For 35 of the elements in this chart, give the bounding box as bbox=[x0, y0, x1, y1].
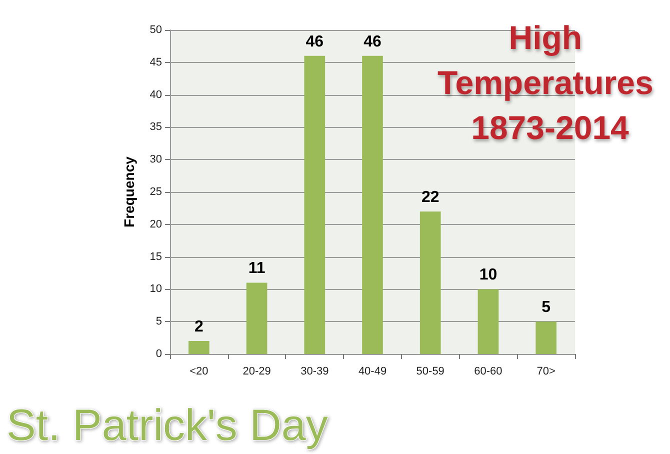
data-label: 22 bbox=[421, 188, 440, 206]
bar bbox=[362, 56, 383, 354]
x-tick-label: 20-29 bbox=[242, 366, 271, 378]
y-tick-label: 5 bbox=[156, 316, 162, 328]
y-axis-title: Frequency bbox=[121, 156, 137, 228]
y-tick-label: 25 bbox=[150, 186, 162, 198]
bar bbox=[420, 211, 441, 354]
x-tick-label: 50-59 bbox=[416, 366, 444, 378]
data-label: 46 bbox=[364, 33, 382, 50]
x-tick-label: 30-39 bbox=[300, 366, 329, 378]
x-tick-label: <20 bbox=[190, 366, 208, 378]
y-tick-label: 15 bbox=[150, 250, 162, 263]
y-tick-label: 0 bbox=[156, 348, 162, 360]
y-tick-label: 50 bbox=[150, 24, 162, 36]
data-label: 11 bbox=[248, 260, 266, 278]
bar bbox=[188, 341, 210, 354]
bar bbox=[536, 322, 556, 354]
y-tick-label: 35 bbox=[150, 121, 162, 134]
data-label: 46 bbox=[306, 33, 324, 50]
text: St. Patrick's Day bbox=[6, 401, 328, 450]
y-tick-label: 40 bbox=[150, 88, 162, 101]
data-label: 10 bbox=[479, 266, 498, 284]
y-tick-label: 45 bbox=[150, 56, 162, 68]
y-tick-label: 20 bbox=[150, 218, 162, 230]
bar bbox=[304, 56, 326, 354]
x-tick-label: 60-60 bbox=[474, 366, 502, 378]
x-tick-label: 40-49 bbox=[358, 366, 387, 378]
text: High Temperatures 1873-2014 bbox=[438, 19, 662, 146]
bar bbox=[478, 289, 499, 354]
bar bbox=[246, 282, 268, 354]
y-tick-label: 30 bbox=[150, 154, 162, 166]
data-label: 5 bbox=[542, 299, 551, 316]
x-tick-label: 70> bbox=[536, 366, 556, 378]
data-label: 2 bbox=[194, 318, 204, 336]
y-tick-label: 10 bbox=[150, 283, 162, 296]
